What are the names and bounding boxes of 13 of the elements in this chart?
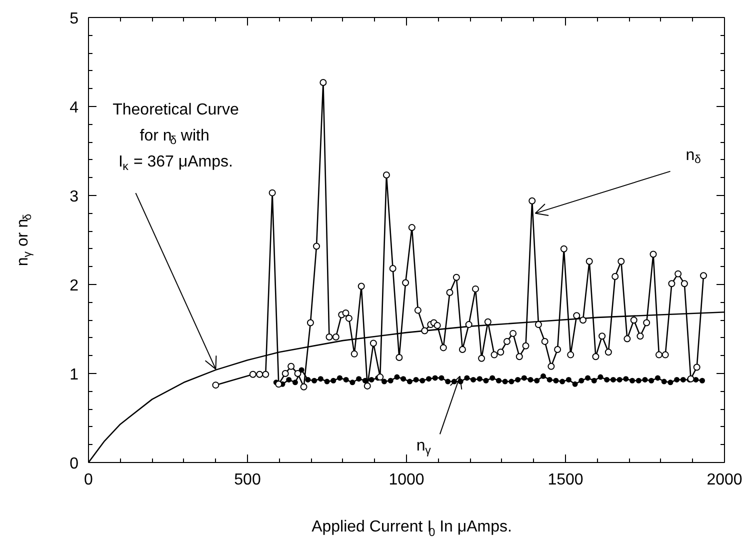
y-tick-label: 1 (70, 366, 79, 384)
x-tick-label: 500 (234, 472, 261, 488)
y-tick-label: 5 (70, 10, 79, 28)
annotation: Theoretical Curve (112, 102, 239, 119)
y-tick-label: 0 (70, 456, 79, 472)
x-tick-label: 1000 (388, 472, 424, 488)
x-tick-label: 0 (84, 472, 94, 488)
y-axis-title: nγ or nδ (14, 214, 34, 266)
y-tick-label: 3 (70, 188, 79, 206)
x-tick-label: 1500 (548, 472, 584, 488)
y-tick-label: 4 (70, 100, 79, 116)
y-tick-label: 2 (70, 278, 79, 294)
x-tick-label: 2000 (706, 472, 742, 488)
